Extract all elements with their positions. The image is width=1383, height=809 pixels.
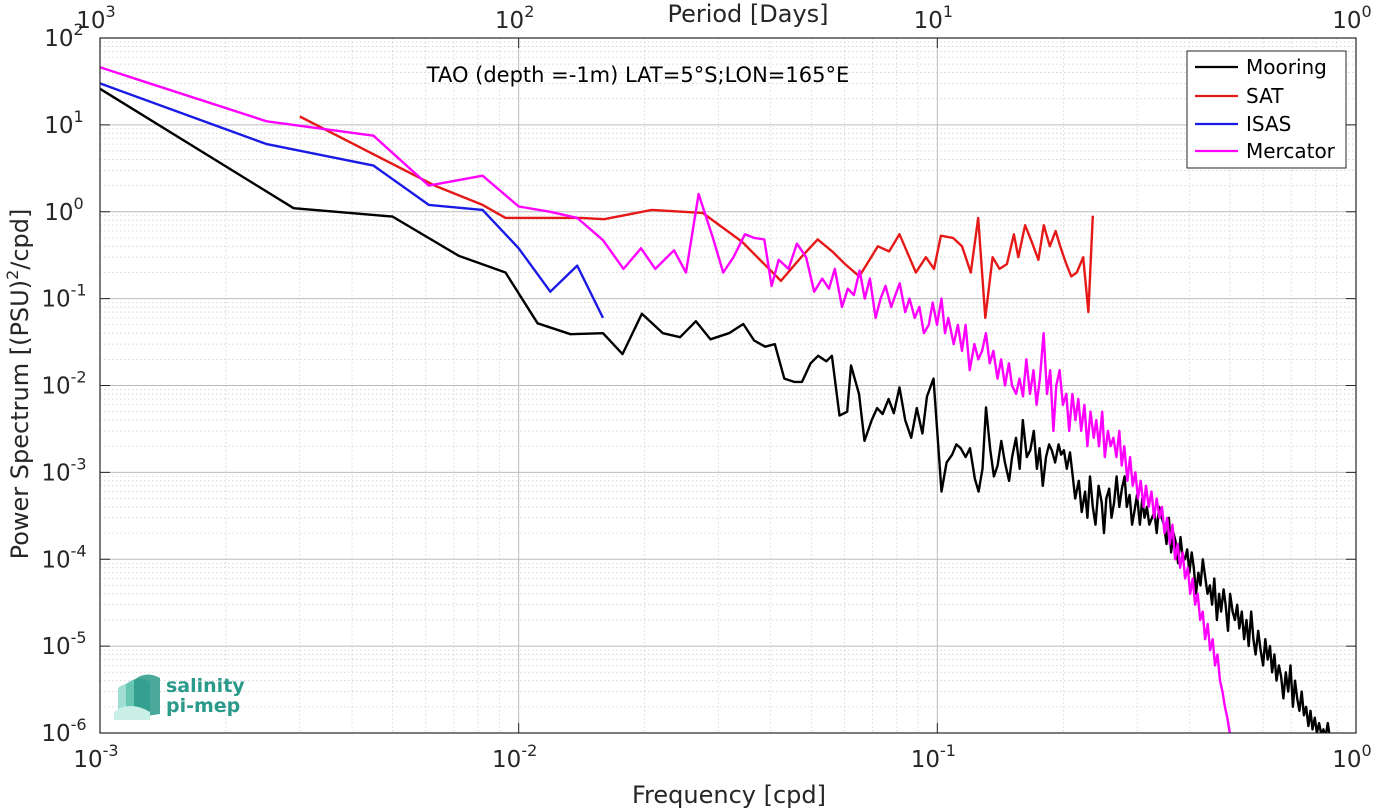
series-line-mercator	[100, 66, 1231, 733]
x-axis-label: Frequency [cpd]	[632, 781, 826, 809]
y-tick-label: 10-1	[41, 281, 86, 313]
logo-text-line2: pi-mep	[166, 695, 240, 717]
y-tick-label: 10-3	[41, 454, 86, 486]
legend-label-sat: SAT	[1246, 84, 1284, 108]
y-tick-label: 102	[44, 20, 83, 52]
logo-text-line1: salinity	[166, 675, 245, 697]
legend-box	[1186, 50, 1347, 169]
top-tick-label: 102	[495, 2, 534, 34]
y-tick-label: 10-2	[41, 368, 86, 400]
series-lines	[100, 66, 1331, 733]
y-axis-label-tail: /cpd]	[6, 209, 34, 270]
series-line-isas	[100, 82, 605, 319]
y-axis-label: Power Spectrum [(PSU)2/cpd]	[3, 209, 34, 560]
salinity-pimep-logo: salinity pi-mep	[114, 674, 245, 720]
x-tick-label: 10-1	[911, 741, 956, 773]
y-tick-label: 100	[44, 194, 83, 226]
top-axis-label: Period [Days]	[667, 0, 828, 28]
top-tick-label: 100	[1332, 2, 1371, 34]
series-line-sat	[299, 115, 1094, 320]
top-tick-label: 101	[914, 2, 953, 34]
legend-label-mercator: Mercator	[1246, 139, 1336, 163]
y-tick-label: 10-5	[41, 628, 86, 660]
grid	[99, 37, 1357, 734]
series-line-mooring	[100, 87, 1331, 733]
x-tick-label: 10-3	[73, 741, 118, 773]
y-axis-label-sup: 2	[3, 270, 22, 280]
x-tick-label: 10-2	[492, 741, 537, 773]
legend: Mooring SAT ISAS Mercator	[1186, 50, 1347, 169]
legend-label-mooring: Mooring	[1246, 55, 1327, 79]
x-tick-label: 100	[1332, 741, 1371, 773]
y-tick-label: 10-6	[41, 715, 86, 747]
legend-label-isas: ISAS	[1246, 112, 1291, 136]
y-tick-label: 101	[44, 107, 83, 139]
logo-waves-icon	[114, 674, 160, 720]
y-tick-label: 10-4	[41, 541, 86, 573]
y-axis-label-main: Power Spectrum [(PSU)	[6, 280, 34, 559]
top-tick-label: 103	[76, 2, 115, 34]
chart-title: TAO (depth =-1m) LAT=5°S;LON=165°E	[426, 63, 850, 87]
